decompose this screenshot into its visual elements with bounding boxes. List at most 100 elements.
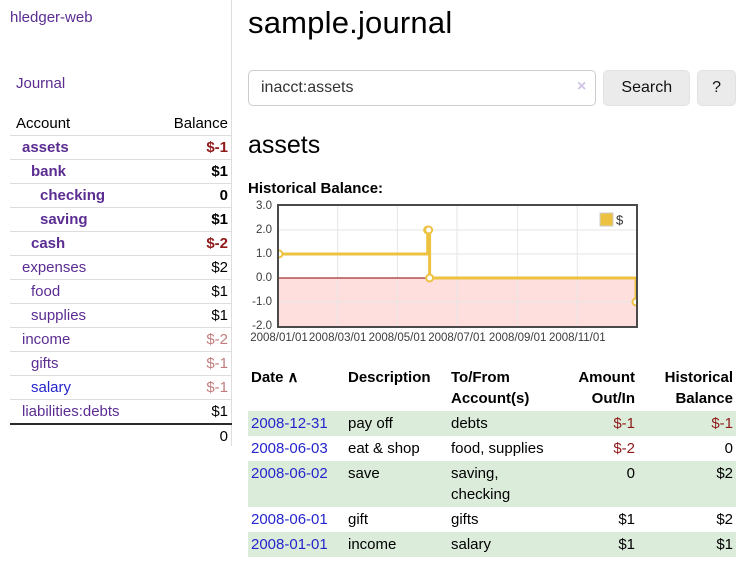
description-cell: save	[348, 465, 380, 482]
x-axis-tick-label: 2008/09/01	[488, 332, 547, 344]
balance-header-line2: Balance	[675, 390, 733, 407]
legend: $	[599, 212, 624, 228]
amount-cell: $-2	[613, 440, 635, 457]
svg-text:$: $	[616, 213, 624, 228]
accounts-cell: food, supplies	[451, 440, 544, 457]
account-row: supplies $1	[10, 303, 232, 328]
account-row: assets $-1	[10, 135, 232, 160]
x-axis-tick-label: 2008/03/01	[308, 332, 367, 344]
balance-cell: $-1	[711, 415, 733, 432]
account-balance: 0	[151, 183, 232, 208]
amount-cell: 0	[626, 465, 635, 482]
amount-cell: $1	[618, 536, 635, 553]
accounts-total-row: 0	[10, 423, 232, 448]
amount-header-line1: Amount	[578, 369, 635, 386]
y-axis-tick-label: 2.0	[256, 224, 272, 236]
account-link[interactable]: saving	[40, 211, 88, 228]
search-bar: × Search ?	[248, 70, 736, 106]
nav-journal-link[interactable]: Journal	[16, 75, 66, 92]
search-button[interactable]: Search	[603, 70, 691, 106]
account-balance: $-2	[151, 231, 232, 256]
account-column-header: Account	[16, 115, 71, 132]
sidebar: hledger-web Journal Account Balance asse…	[0, 0, 232, 448]
account-balance: $1	[151, 207, 232, 232]
app-brand-link[interactable]: hledger-web	[10, 9, 93, 26]
plot-area: $	[277, 204, 638, 328]
balance-cell: $2	[716, 511, 733, 528]
account-row: salary $-1	[10, 375, 232, 400]
date-link[interactable]: 2008-06-02	[251, 465, 328, 482]
y-axis-tick-label: 3.0	[256, 200, 272, 212]
account-link[interactable]: supplies	[31, 307, 87, 324]
account-link[interactable]: gifts	[31, 355, 59, 372]
x-axis-tick-label: 2008/07/01	[428, 332, 486, 344]
accounts-table-header: Account Balance	[10, 113, 232, 136]
account-balance: $1	[151, 303, 232, 328]
x-axis-tick-label: 2008/01/01	[250, 332, 308, 344]
accounts-table: Account Balance assets $-1 bank $1 checking 0…	[10, 113, 232, 448]
balance-column-header: Balance	[173, 115, 228, 132]
search-input[interactable]	[248, 70, 597, 106]
account-link[interactable]: assets	[22, 139, 69, 156]
account-row: saving $1	[10, 207, 232, 232]
account-link[interactable]: bank	[31, 163, 67, 180]
account-row: income $-2	[10, 327, 232, 352]
account-link[interactable]: liabilities:debts	[22, 403, 120, 420]
accounts-total-spacer	[10, 423, 152, 448]
account-balance: $-1	[151, 135, 232, 160]
balance-cell: 0	[724, 440, 733, 457]
amount-cell: $-1	[613, 415, 635, 432]
historical-balance-chart: $3.0 2.0 1.0 0.0 -1.0 -2.0 2008/01/01 2008/03/0…	[248, 200, 648, 350]
description-cell: income	[348, 536, 397, 553]
account-row: liabilities:debts $1	[10, 399, 232, 424]
account-row: gifts $-1	[10, 351, 232, 376]
y-axis-tick-label: 0.0	[256, 272, 272, 284]
register-row: 2008-06-01 gift gifts $1 $2	[248, 507, 736, 532]
date-header-label: Date	[251, 369, 284, 386]
amount-column-header: Amount Out/In	[560, 365, 638, 411]
sort-ascending-icon: ∧	[287, 369, 299, 386]
date-link[interactable]: 2008-06-01	[251, 511, 328, 528]
account-link[interactable]: food	[31, 283, 61, 300]
account-balance: $-1	[151, 375, 232, 400]
account-row: bank $1	[10, 159, 232, 184]
help-button[interactable]: ?	[697, 70, 736, 106]
accounts-cell: gifts	[451, 511, 479, 528]
clear-search-icon[interactable]: ×	[577, 78, 587, 95]
balance-cell: $1	[716, 536, 733, 553]
account-link[interactable]: salary	[31, 379, 72, 396]
account-balance: $1	[151, 159, 232, 184]
accounts-total-value: 0	[151, 423, 232, 448]
y-axis-tick-label: 1.0	[256, 248, 272, 260]
chart-title: Historical Balance:	[248, 180, 384, 197]
description-cell: pay off	[348, 415, 393, 432]
account-balance: $1	[151, 399, 232, 424]
main-content: sample.journal × Search ? assets Histori…	[233, 0, 742, 582]
y-axis-tick-label: -1.0	[252, 296, 272, 308]
account-link[interactable]: cash	[31, 235, 66, 252]
account-link[interactable]: expenses	[22, 259, 87, 276]
account-link[interactable]: checking	[40, 187, 106, 204]
accounts-cell: salary	[451, 536, 492, 553]
register-table: Date ∧ Description To/From Account(s) Amo…	[248, 365, 736, 557]
account-heading: assets	[248, 131, 321, 159]
register-row: 2008-06-02 save saving, checking 0 $2	[248, 461, 736, 507]
account-balance: $1	[151, 279, 232, 304]
register-header-row: Date ∧ Description To/From Account(s) Amo…	[248, 365, 736, 411]
description-cell: gift	[348, 511, 369, 528]
x-axis-tick-label: 2008/11/01	[548, 332, 606, 344]
date-link[interactable]: 2008-01-01	[251, 536, 328, 553]
accounts-column-header: To/From Account(s)	[448, 365, 560, 411]
account-row: cash $-2	[10, 231, 232, 256]
balance-cell: $2	[716, 465, 733, 482]
account-row: expenses $2	[10, 255, 232, 280]
register-row: 2008-01-01 income salary $1 $1	[248, 532, 736, 557]
y-axis-tick-label: -2.0	[252, 320, 272, 332]
balance-header-line1: Historical	[664, 369, 733, 386]
description-cell: eat & shop	[348, 440, 420, 457]
date-link[interactable]: 2008-06-03	[251, 440, 328, 457]
description-column-header: Description	[348, 369, 431, 386]
accounts-header-line1: To/From	[451, 369, 510, 386]
account-link[interactable]: income	[22, 331, 71, 348]
date-link[interactable]: 2008-12-31	[251, 415, 328, 432]
